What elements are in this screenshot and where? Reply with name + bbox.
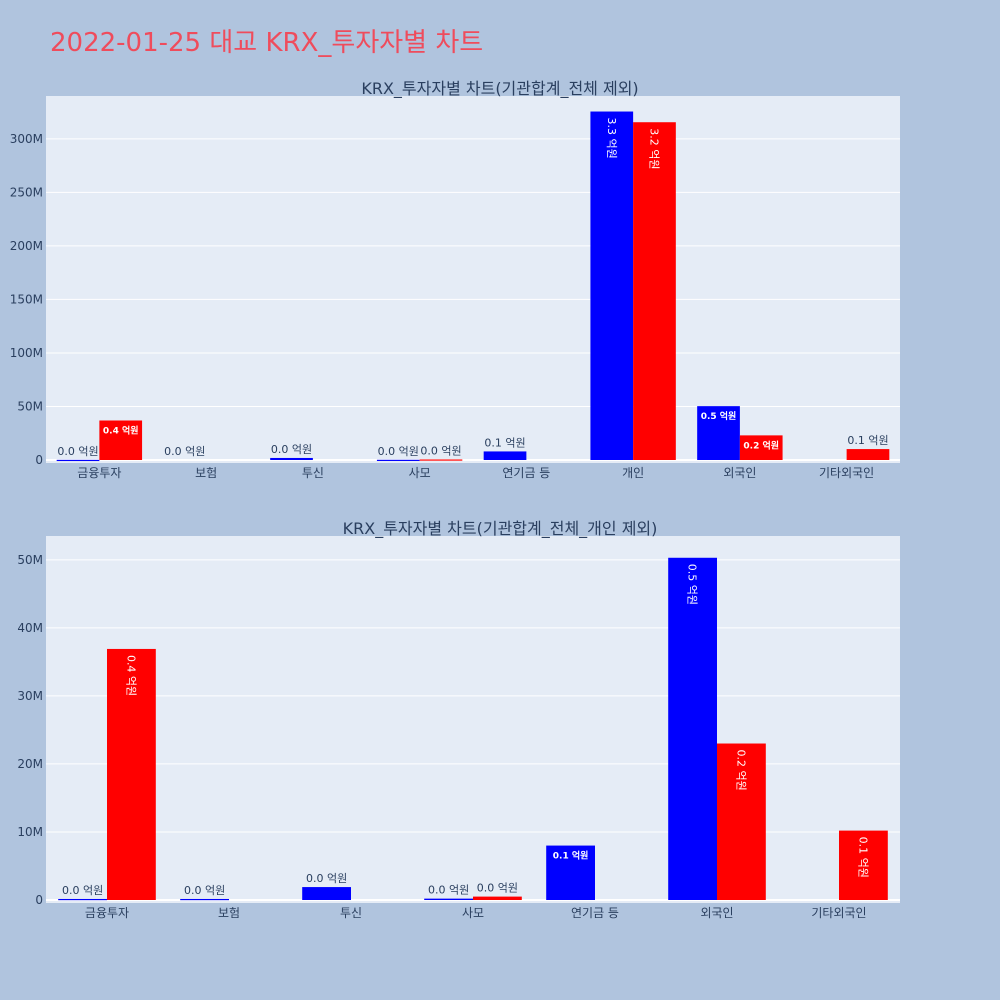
x-tick-label: 보험 bbox=[195, 466, 217, 480]
bar-sell bbox=[633, 122, 676, 461]
data-label: 0.4 억원 bbox=[124, 655, 137, 696]
y-tick-label: 0 bbox=[35, 453, 43, 467]
bar-buy bbox=[668, 557, 717, 900]
bar-buy bbox=[483, 451, 527, 460]
data-label: 0.0 억원 bbox=[184, 884, 225, 897]
data-label: 0.1 억원 bbox=[553, 850, 589, 862]
data-label: 0.1 억원 bbox=[484, 436, 525, 449]
x-tick-label: 연기금 등 bbox=[502, 466, 550, 480]
x-tick-label: 사모 bbox=[409, 466, 431, 480]
y-tick-label: 200M bbox=[10, 239, 43, 253]
y-tick-label: 100M bbox=[10, 346, 43, 360]
y-tick-label: 0 bbox=[35, 893, 43, 907]
bar-buy bbox=[697, 406, 740, 460]
bar-buy bbox=[58, 898, 107, 901]
plot-area bbox=[46, 536, 900, 903]
x-tick-label: 투신 bbox=[340, 906, 362, 920]
chart-top: KRX_투자자별 차트(기관합계_전체 제외) 0 50M 100M 150M 200M 2… bbox=[10, 79, 900, 480]
data-label: 0.5 억원 bbox=[701, 410, 737, 422]
bar-buy bbox=[590, 111, 634, 460]
x-tick-label: 투신 bbox=[302, 466, 324, 480]
y-tick-label: 50M bbox=[17, 399, 43, 413]
x-tick-label: 금융투자 bbox=[85, 906, 129, 920]
data-label: 0.0 억원 bbox=[62, 884, 103, 897]
y-tick-label: 10M bbox=[17, 825, 43, 839]
data-label: 0.0 억원 bbox=[306, 872, 347, 885]
data-label: 0.0 억원 bbox=[164, 445, 205, 458]
y-tick-label: 50M bbox=[17, 553, 43, 567]
bar-buy bbox=[56, 459, 100, 462]
data-label: 3.2 억원 bbox=[647, 128, 660, 169]
x-tick-label: 기타외국인 bbox=[819, 466, 874, 480]
bar-buy bbox=[180, 898, 229, 901]
bar-sell bbox=[739, 435, 783, 460]
y-tick-label: 250M bbox=[10, 185, 43, 199]
x-tick-label: 개인 bbox=[622, 466, 644, 480]
data-label: 0.0 억원 bbox=[57, 445, 98, 458]
data-label: 0.0 억원 bbox=[428, 884, 469, 897]
y-tick-label: 150M bbox=[10, 292, 43, 306]
bar-buy bbox=[376, 459, 420, 461]
bar-sell bbox=[419, 459, 463, 461]
bar-sell bbox=[107, 648, 156, 900]
bar-buy bbox=[302, 887, 351, 900]
data-label: 0.0 억원 bbox=[420, 444, 461, 457]
bar-buy bbox=[270, 457, 313, 460]
data-label: 0.1 억원 bbox=[847, 434, 888, 447]
x-tick-label: 연기금 등 bbox=[571, 906, 619, 920]
data-label: 0.0 억원 bbox=[271, 443, 312, 456]
y-tick-label: 30M bbox=[17, 689, 43, 703]
bar-sell bbox=[839, 830, 888, 900]
data-label: 0.0 억원 bbox=[378, 445, 419, 458]
bar-sell bbox=[846, 449, 890, 460]
data-label: 0.4 억원 bbox=[103, 424, 139, 436]
chart-bottom: KRX_투자자별 차트(기관합계_전체_개인 제외) 0 10M 20M 30M 40M 5… bbox=[17, 519, 900, 920]
page-title: 2022-01-25 대교 KRX_투자자별 차트 bbox=[50, 28, 484, 58]
data-label: 0.2 억원 bbox=[743, 439, 779, 451]
data-label: 0.1 억원 bbox=[856, 837, 869, 878]
x-tick-label: 사모 bbox=[462, 906, 484, 920]
chart-title: KRX_투자자별 차트(기관합계_전체 제외) bbox=[361, 79, 638, 99]
x-tick-label: 기타외국인 bbox=[811, 906, 866, 920]
plot-area bbox=[46, 96, 900, 463]
y-tick-label: 20M bbox=[17, 757, 43, 771]
x-tick-label: 외국인 bbox=[700, 906, 733, 920]
x-tick-label: 보험 bbox=[218, 906, 240, 920]
x-tick-label: 외국인 bbox=[723, 466, 756, 480]
chart-title: KRX_투자자별 차트(기관합계_전체_개인 제외) bbox=[343, 519, 658, 539]
data-label: 3.3 억원 bbox=[605, 118, 618, 159]
y-tick-label: 300M bbox=[10, 132, 43, 146]
x-tick-label: 금융투자 bbox=[77, 466, 121, 480]
data-label: 0.2 억원 bbox=[734, 750, 747, 791]
bar-sell bbox=[99, 420, 143, 460]
bar-sell bbox=[717, 743, 766, 900]
bar-sell bbox=[473, 896, 522, 900]
data-label: 0.5 억원 bbox=[686, 564, 699, 605]
bar-buy bbox=[546, 845, 595, 900]
bar-buy bbox=[424, 898, 473, 900]
data-label: 0.0 억원 bbox=[477, 882, 518, 895]
y-tick-label: 40M bbox=[17, 621, 43, 635]
